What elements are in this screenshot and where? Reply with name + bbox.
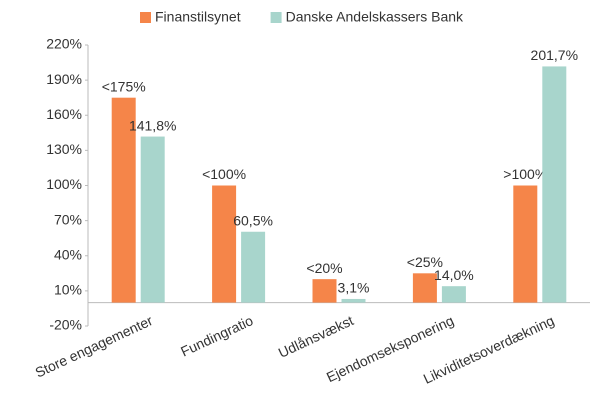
bar (542, 66, 567, 303)
bar (412, 273, 437, 303)
bar (312, 279, 337, 303)
bar (341, 298, 366, 303)
y-tick-label: 130% (46, 141, 82, 157)
value-label: 141,8% (129, 117, 176, 133)
bar (111, 97, 136, 303)
y-tick-label: 220% (46, 36, 82, 52)
x-tick-label: Udlånsvækst (276, 312, 356, 361)
value-label: <100% (202, 166, 246, 182)
x-tick-label: Fundingratio (178, 312, 255, 359)
value-label: 60,5% (233, 212, 273, 228)
bar (513, 185, 538, 303)
value-label: >100% (503, 166, 547, 182)
value-label: <20% (306, 260, 342, 276)
y-tick-label: 100% (46, 176, 82, 192)
bar (241, 231, 266, 303)
legend-label: Finanstilsynet (155, 9, 241, 25)
y-tick-label: 10% (54, 282, 82, 298)
y-tick-label: 190% (46, 71, 82, 87)
bar (441, 286, 466, 303)
value-label: <25% (407, 254, 443, 270)
y-tick-label: 160% (46, 106, 82, 122)
value-label: 14,0% (434, 267, 474, 283)
bar (140, 136, 165, 303)
legend-label: Danske Andelskassers Bank (286, 9, 464, 25)
value-label: 3,1% (338, 280, 370, 296)
legend-swatch (270, 12, 282, 23)
value-label: <175% (102, 78, 146, 94)
value-label: 201,7% (531, 47, 578, 63)
y-tick-label: 40% (54, 246, 82, 262)
legend-swatch (140, 12, 151, 23)
y-tick-label: 70% (54, 211, 82, 227)
bar (212, 185, 237, 303)
y-tick-label: -20% (49, 317, 82, 333)
